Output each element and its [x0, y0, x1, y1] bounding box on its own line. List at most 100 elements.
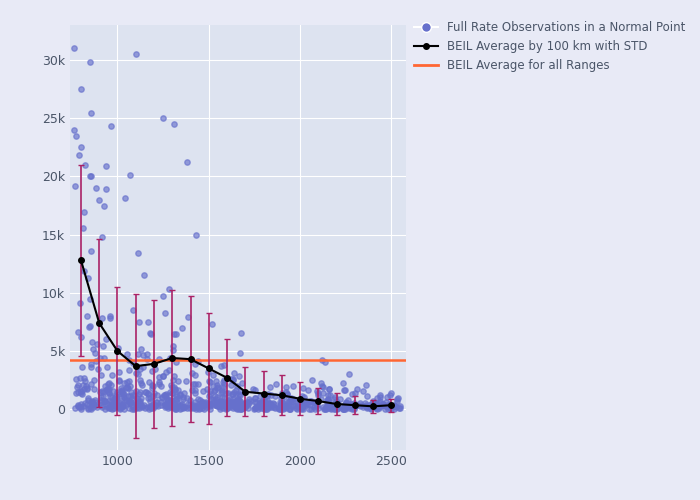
Point [211, 376, 222, 384]
Point [395, 404, 406, 412]
Point [106, 380, 117, 388]
Point [228, 396, 239, 404]
Point [161, 392, 172, 400]
Point [302, 400, 314, 408]
Point [108, 400, 120, 408]
Point [146, 330, 157, 338]
Point [139, 388, 150, 396]
Point [115, 402, 126, 410]
Point [193, 405, 204, 413]
Point [293, 403, 304, 411]
Point [157, 372, 168, 380]
Point [71, 132, 82, 140]
Point [195, 396, 206, 404]
Point [379, 402, 390, 410]
Point [249, 398, 260, 406]
Point [207, 382, 218, 390]
Point [167, 383, 178, 391]
Point [264, 404, 275, 411]
Point [216, 400, 227, 407]
Point [181, 404, 193, 412]
Point [122, 350, 133, 358]
Point [274, 405, 286, 413]
Point [184, 396, 195, 404]
Point [308, 403, 319, 411]
Point [322, 396, 333, 404]
Point [239, 402, 251, 410]
Point [360, 402, 371, 409]
Point [203, 377, 214, 385]
Point [127, 391, 139, 399]
Point [185, 400, 196, 408]
Point [127, 306, 139, 314]
Point [368, 401, 379, 409]
Point [116, 402, 127, 409]
Point [300, 400, 312, 407]
Point [94, 196, 105, 203]
Point [69, 44, 80, 52]
Point [88, 384, 99, 392]
Point [230, 398, 241, 406]
Point [235, 386, 246, 394]
Point [241, 401, 253, 409]
Point [317, 403, 328, 411]
Point [198, 404, 209, 412]
Point [204, 387, 216, 395]
Point [172, 392, 183, 400]
Point [191, 400, 202, 408]
Point [209, 392, 220, 400]
Point [377, 400, 388, 408]
Point [190, 386, 201, 394]
Point [270, 404, 281, 412]
Point [146, 403, 157, 411]
Point [218, 383, 229, 391]
Point [186, 369, 197, 377]
Point [85, 360, 97, 368]
Point [391, 402, 402, 410]
Point [338, 405, 349, 413]
Point [393, 394, 404, 402]
Point [276, 401, 287, 409]
Point [123, 366, 134, 374]
Point [323, 404, 335, 412]
Point [255, 392, 266, 400]
Point [84, 322, 95, 330]
Point [155, 398, 167, 406]
Point [338, 404, 349, 412]
Point [288, 400, 299, 408]
Point [251, 398, 262, 406]
Point [358, 402, 369, 410]
Point [83, 404, 94, 412]
Point [95, 398, 106, 406]
Point [194, 402, 205, 410]
Point [118, 402, 129, 410]
Point [172, 401, 183, 409]
Point [99, 396, 111, 404]
Point [188, 403, 199, 411]
Point [108, 400, 119, 408]
Point [389, 401, 400, 409]
Point [142, 389, 153, 397]
Point [363, 402, 374, 410]
Point [132, 400, 143, 408]
Point [153, 402, 164, 410]
Point [157, 393, 168, 401]
Point [136, 402, 148, 410]
Point [146, 366, 158, 374]
Point [177, 395, 188, 403]
Point [158, 114, 169, 122]
Point [85, 405, 96, 413]
Point [116, 392, 127, 400]
Point [78, 385, 90, 393]
Point [221, 404, 232, 412]
Point [212, 384, 223, 392]
Point [105, 392, 116, 400]
Point [371, 405, 382, 413]
Point [111, 392, 122, 400]
Point [123, 356, 134, 364]
Point [220, 404, 232, 412]
Point [76, 85, 87, 93]
Point [106, 398, 117, 406]
Point [218, 380, 229, 388]
Point [106, 405, 118, 413]
